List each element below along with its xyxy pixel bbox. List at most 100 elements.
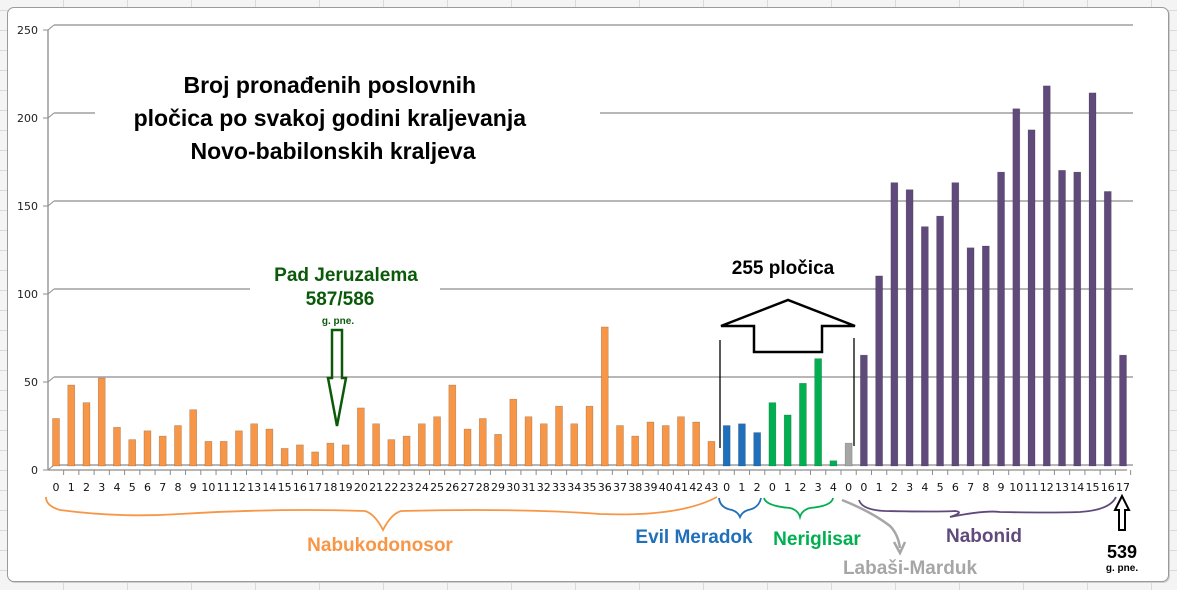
bar <box>707 441 716 467</box>
bar <box>204 441 213 467</box>
jerusalem-era: g. pne. <box>322 316 354 327</box>
x-tick-label: 17 <box>308 481 322 494</box>
up-arrow-icon <box>720 298 856 354</box>
x-tick-label: 7 <box>159 481 166 494</box>
bar <box>478 418 487 467</box>
x-tick-label: 12 <box>1040 481 1054 494</box>
bar <box>905 189 914 467</box>
x-tick-label: 43 <box>704 481 718 494</box>
x-tick-label: 29 <box>491 481 505 494</box>
bar <box>753 432 761 467</box>
bar <box>524 416 533 467</box>
bar <box>829 460 838 467</box>
bar <box>418 423 426 467</box>
x-tick-label: 0 <box>769 481 776 494</box>
x-tick-label: 25 <box>430 481 444 494</box>
bar <box>1042 85 1051 467</box>
bar <box>677 416 685 467</box>
bar <box>387 439 396 467</box>
x-tick-label: 24 <box>415 481 429 494</box>
x-tick-label: 4 <box>921 481 928 494</box>
bar <box>875 275 883 467</box>
x-tick-label: 32 <box>537 481 551 494</box>
x-tick-label: 9 <box>190 481 197 494</box>
x-tick-label: 2 <box>754 481 761 494</box>
pointer-labasi <box>841 498 902 549</box>
bar <box>783 414 792 467</box>
bar <box>814 358 822 467</box>
bar <box>113 426 121 467</box>
brace-nabonid <box>858 496 1117 518</box>
x-tick-label: 6 <box>144 481 151 494</box>
title-line-3: Novo-babilonskih kraljeva <box>190 138 475 164</box>
x-tick-label: 42 <box>689 481 703 494</box>
bar <box>143 430 152 467</box>
bar <box>235 430 243 467</box>
x-tick-label: 7 <box>967 481 974 494</box>
bar <box>372 423 380 467</box>
brace-nabukodonosor <box>45 496 718 533</box>
x-tick-label: 10 <box>201 481 215 494</box>
x-tick-label: 18 <box>323 481 337 494</box>
x-tick-label: 35 <box>583 481 597 494</box>
x-tick-label: 0 <box>845 481 852 494</box>
x-tick-label: 0 <box>53 481 60 494</box>
bar <box>600 326 609 467</box>
title-backdrop <box>95 62 600 182</box>
bar <box>631 435 640 467</box>
bar <box>494 434 502 467</box>
x-tick-label: 3 <box>906 481 913 494</box>
x-tick-label: 28 <box>476 481 490 494</box>
bar <box>890 182 899 467</box>
x-tick-label: 11 <box>1025 481 1039 494</box>
bar <box>570 423 579 467</box>
bar <box>982 245 990 467</box>
y-axis: 0 50 100 150 200 250 <box>17 24 1127 477</box>
x-tick-label: 2 <box>799 481 806 494</box>
bar <box>326 442 335 467</box>
bar <box>82 402 91 467</box>
bar <box>1119 354 1127 467</box>
x-tick-label: 37 <box>613 481 627 494</box>
jerusalem-title: Pad Jeruzalema <box>274 265 418 286</box>
bar <box>585 405 594 467</box>
bar <box>1012 108 1021 467</box>
bar <box>250 423 258 467</box>
bar <box>463 428 472 467</box>
x-tick-label: 23 <box>400 481 414 494</box>
bar <box>174 425 182 467</box>
x-tick-label: 40 <box>659 481 673 494</box>
label-neriglisar: Neriglisar <box>773 529 861 550</box>
chart-title: Broj pronađenih poslovnih pločica po sva… <box>134 72 533 164</box>
bar <box>844 442 853 467</box>
x-tick-label: 3 <box>815 481 822 494</box>
bar <box>280 448 289 467</box>
bar <box>936 215 944 467</box>
x-tick-label: 6 <box>952 481 959 494</box>
label-nabonid: Nabonid <box>946 526 1022 547</box>
x-tick-label: 8 <box>982 481 989 494</box>
label-nabukodonosor: Nabukodonosor <box>307 535 453 556</box>
x-tick-label: 2 <box>83 481 90 494</box>
bar <box>661 425 670 467</box>
x-tick-label: 39 <box>643 481 657 494</box>
x-tick-label: 17 <box>1116 481 1130 494</box>
x-tick-label: 1 <box>738 481 745 494</box>
x-tick-label: 0 <box>860 481 867 494</box>
bar <box>860 354 868 467</box>
label-labasi-marduk: Labaši-Marduk <box>843 558 978 579</box>
end-year: 539 <box>1107 542 1137 562</box>
y-tick-label: 50 <box>24 376 38 389</box>
x-tick-label: 34 <box>567 481 581 494</box>
x-tick-label: 10 <box>1009 481 1023 494</box>
bar <box>97 377 106 467</box>
x-tick-label: 36 <box>598 481 612 494</box>
x-tick-label: 38 <box>628 481 642 494</box>
bar <box>555 405 563 467</box>
y-tick-label: 150 <box>17 200 38 213</box>
bar <box>158 435 167 467</box>
bar <box>128 439 137 467</box>
bar <box>52 418 60 467</box>
bar <box>311 451 319 467</box>
